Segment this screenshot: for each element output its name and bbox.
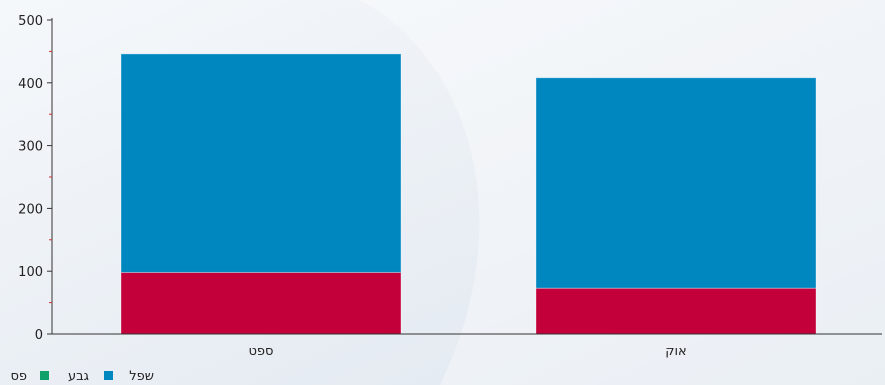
legend-swatch-1 — [40, 371, 49, 380]
legend-label-1: גבע — [68, 369, 89, 384]
bar-1-series-2 — [535, 77, 817, 289]
bar-0-series-0 — [120, 271, 402, 335]
x-tick-label-1: אוק — [665, 344, 686, 359]
y-tick-label-3: 300 — [18, 140, 43, 155]
bar-1-series-0 — [535, 287, 817, 335]
y-tick-label-2: 200 — [18, 202, 43, 217]
legend-item-1: גבע — [40, 369, 89, 384]
legend-label-2: שפל — [129, 369, 154, 384]
y-tick-label-0: 0 — [35, 328, 43, 343]
y-tick-label-4: 400 — [18, 77, 43, 92]
legend-item-0: פס — [10, 369, 27, 384]
x-tick-label-0: ספט — [249, 344, 274, 359]
y-tick-label-5: 500 — [18, 14, 43, 29]
bar-0-series-2 — [120, 53, 402, 273]
legend-item-2: שפל — [104, 369, 154, 384]
legend-swatch-2 — [104, 371, 113, 380]
y-tick-label-1: 100 — [18, 265, 43, 280]
legend-label-0: פס — [10, 369, 27, 384]
